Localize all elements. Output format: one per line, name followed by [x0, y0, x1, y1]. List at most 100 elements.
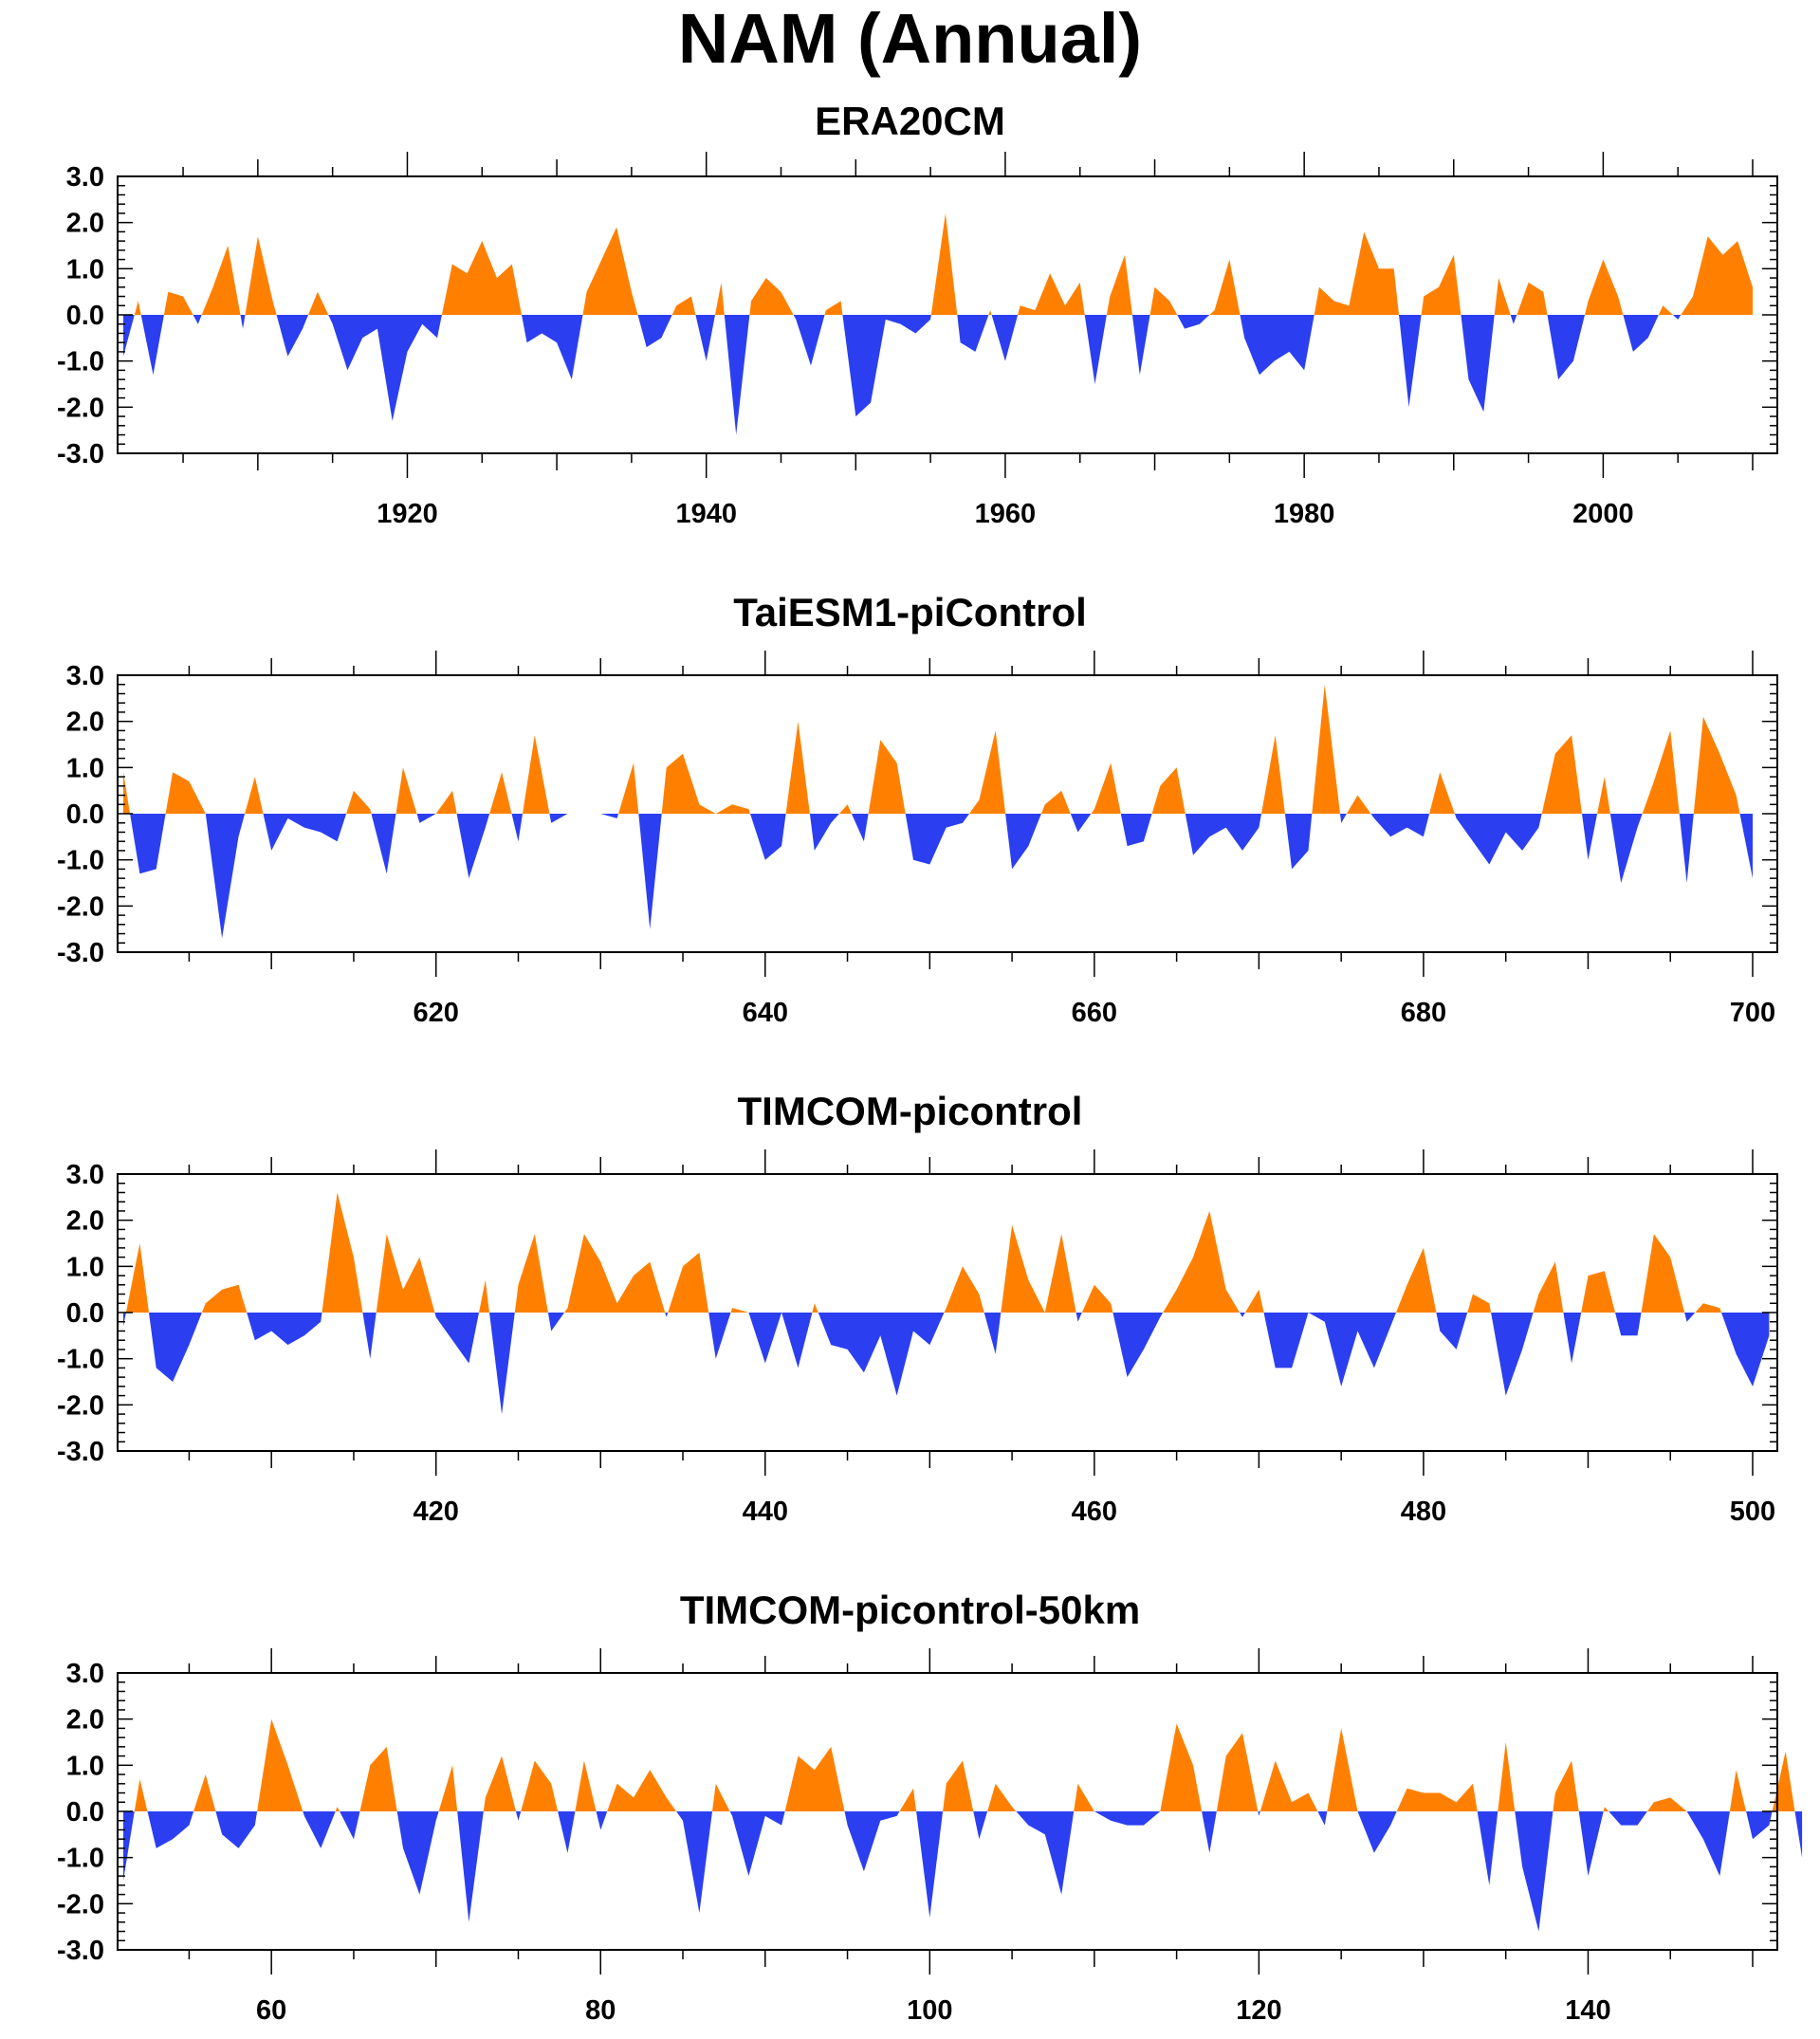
- positive-area-7: [523, 735, 550, 814]
- negative-area-26: [1746, 1811, 1773, 1840]
- x-tick-label: 660: [1072, 998, 1117, 1028]
- y-tick-label: 2.0: [66, 707, 104, 738]
- positive-area-19: [1494, 278, 1511, 315]
- positive-area-11: [930, 212, 958, 315]
- panel-1: 3.0 2.0 1.0 0.0 -1.0 -2.0 -3.0 620 640 660 680 700: [57, 651, 1778, 1028]
- negative-area-19: [1491, 1313, 1534, 1396]
- negative-area-8: [600, 814, 619, 818]
- y-tick-label: 0.0: [66, 1797, 104, 1828]
- negative-area-25: [1686, 1811, 1730, 1877]
- positive-area-1: [165, 772, 206, 814]
- negative-area-14: [1112, 1313, 1164, 1378]
- negative-area-9: [638, 814, 662, 929]
- negative-area-12: [844, 1811, 900, 1872]
- positive-area-0: [134, 301, 141, 315]
- panel-title-timcom-50km: TIMCOM-picontrol-50km: [679, 1588, 1141, 1632]
- negative-area-18: [1436, 1313, 1468, 1350]
- negative-area-1: [205, 814, 246, 939]
- x-tick-label: 680: [1401, 998, 1446, 1028]
- positive-area-16: [1396, 1247, 1437, 1313]
- positive-area-18: [1261, 735, 1285, 814]
- negative-area-17: [1185, 814, 1261, 855]
- positive-area-23: [1681, 236, 1753, 315]
- negative-area-17: [1308, 1313, 1396, 1387]
- negative-area-24: [1679, 814, 1694, 883]
- positive-area-4: [395, 767, 417, 814]
- positive-area-0: [134, 1778, 148, 1811]
- positive-area-16: [1091, 762, 1121, 814]
- x-tick-label: 1980: [1274, 499, 1335, 529]
- y-tick-label: -2.0: [57, 393, 104, 423]
- negative-area-4: [276, 315, 308, 357]
- negative-area-8: [708, 1313, 731, 1359]
- positive-area-2: [201, 246, 241, 315]
- y-tick-label: 2.0: [66, 1705, 104, 1736]
- negative-area-5: [489, 1313, 515, 1415]
- positive-area-4: [308, 291, 329, 315]
- negative-area-16: [1120, 814, 1152, 847]
- negative-area-6: [547, 1313, 565, 1332]
- negative-area-13: [905, 814, 969, 865]
- positive-area-25: [1729, 1770, 1747, 1811]
- negative-area-0: [123, 315, 135, 357]
- positive-area-2: [245, 777, 264, 814]
- positive-area-11: [1001, 1224, 1045, 1313]
- negative-area-7: [516, 1811, 522, 1821]
- negative-area-15: [1131, 315, 1150, 376]
- x-tick-label: 420: [414, 1497, 459, 1527]
- y-tick-label: -2.0: [57, 1390, 104, 1421]
- negative-area-19: [1461, 315, 1495, 413]
- positive-area-23: [1597, 777, 1610, 814]
- positive-area-13: [1081, 1284, 1113, 1313]
- negative-area-11: [809, 814, 839, 851]
- positive-area-5: [441, 241, 522, 315]
- positive-area-11: [785, 721, 810, 814]
- positive-area-12: [838, 804, 852, 814]
- negative-area-3: [303, 1811, 336, 1848]
- positive-area-14: [987, 1783, 1017, 1811]
- positive-area-25: [1693, 716, 1740, 814]
- positive-area-14: [1106, 254, 1132, 315]
- negative-area-9: [748, 1313, 782, 1364]
- positive-area-1: [193, 1774, 216, 1811]
- positive-area-21: [1429, 772, 1455, 814]
- y-tick-label: -3.0: [57, 439, 104, 469]
- y-tick-label: 1.0: [66, 753, 104, 783]
- negative-area-14: [1005, 814, 1041, 870]
- positive-area-3: [335, 1807, 340, 1811]
- negative-area-16: [1177, 315, 1210, 329]
- negative-area-18: [1258, 1811, 1260, 1816]
- y-tick-label: 2.0: [66, 1206, 104, 1237]
- positive-area-15: [1244, 1289, 1264, 1313]
- positive-area-10: [715, 804, 750, 814]
- positive-area-8: [730, 1308, 749, 1313]
- positive-area-5: [438, 1765, 458, 1811]
- negative-area-13: [991, 315, 1019, 361]
- panel-2: 3.0 2.0 1.0 0.0 -1.0 -2.0 -3.0 420 440 460 480 500: [57, 1149, 1778, 1527]
- x-tick-label: 60: [256, 1995, 286, 2026]
- negative-area-4: [340, 1811, 360, 1840]
- positive-area-5: [435, 790, 457, 814]
- positive-area-19: [1327, 1728, 1358, 1811]
- positive-area-17: [1151, 767, 1186, 814]
- positive-area-17: [1314, 231, 1399, 315]
- negative-area-9: [724, 315, 750, 435]
- x-tick-label: 500: [1730, 1497, 1775, 1527]
- negative-area-12: [957, 315, 989, 352]
- negative-area-2: [193, 315, 202, 324]
- negative-area-9: [596, 1811, 608, 1830]
- negative-area-3: [240, 315, 246, 329]
- x-tick-label: 80: [585, 1995, 616, 2026]
- negative-area-8: [695, 315, 715, 361]
- negative-area-11: [842, 315, 931, 417]
- negative-area-5: [328, 315, 442, 421]
- positive-area-12: [1044, 1234, 1076, 1313]
- y-tick-label: -2.0: [57, 1889, 104, 1920]
- positive-area-17: [1216, 1733, 1259, 1811]
- positive-area-16: [1209, 259, 1241, 315]
- negative-area-4: [434, 1313, 479, 1364]
- negative-area-23: [1578, 1811, 1604, 1877]
- negative-area-21: [1615, 1313, 1642, 1336]
- y-tick-label: 0.0: [66, 799, 104, 830]
